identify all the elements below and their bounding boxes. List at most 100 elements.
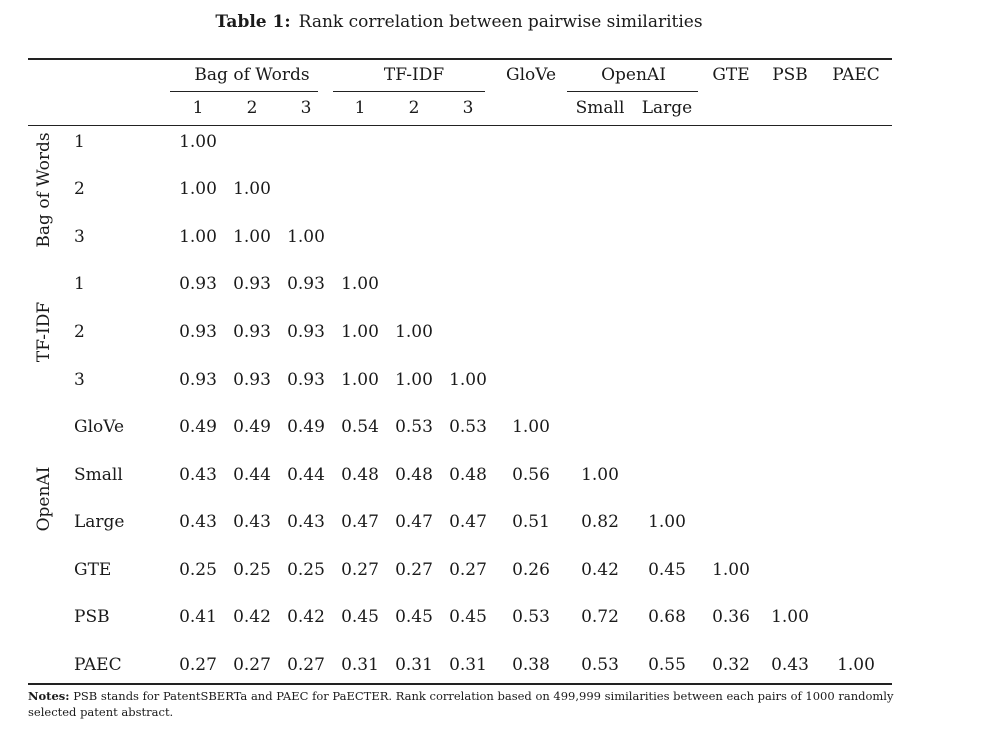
table-cell: 0.68 [648,607,686,627]
column-group-header: OpenAI [601,65,666,85]
table-cell: 0.41 [179,607,217,627]
table-cell: 0.27 [179,655,217,675]
table-cell: 0.49 [233,417,271,437]
table-cell: 0.49 [179,417,217,437]
table-cell: 0.48 [341,465,379,485]
column-group-header: TF-IDF [383,65,445,85]
table-cell: 0.93 [179,322,217,342]
table-cell: 0.25 [179,560,217,580]
column-subheader: 2 [408,98,420,118]
table-cell: 1.00 [395,370,433,390]
table-cell: 0.31 [341,655,379,675]
table-cell: 0.45 [648,560,686,580]
table-cell: 0.47 [341,512,379,532]
row-label: 3 [74,227,85,247]
table-cell: 0.42 [287,607,325,627]
row-label: 1 [74,274,85,294]
table-cell: 0.93 [233,274,271,294]
table-cell: 0.42 [233,607,271,627]
table-cell: 0.93 [179,370,217,390]
table-cell: 0.38 [512,655,550,675]
table-cell: 0.27 [233,655,271,675]
table-cell: 0.42 [581,560,619,580]
row-label: Large [74,512,125,532]
table-cell: 1.00 [395,322,433,342]
table-cell: 0.53 [449,417,487,437]
table-cell: 0.27 [341,560,379,580]
column-group-underline [333,91,485,92]
row-group-header: Bag of Words [34,131,54,248]
row-label: GloVe [74,417,125,437]
table-cell: 0.93 [287,370,325,390]
table-cell: 0.32 [712,655,750,675]
table-cell: 0.44 [233,465,271,485]
table-cell: 0.53 [395,417,433,437]
column-group-underline [170,91,318,92]
column-group-header: Bag of Words [194,65,310,85]
table-cell: 0.31 [449,655,487,675]
table-cell: 0.48 [395,465,433,485]
table-cell: 0.43 [233,512,271,532]
table-cell: 0.93 [233,322,271,342]
column-group-header: PSB [772,65,808,85]
table-cell: 0.93 [179,274,217,294]
notes-label: Notes: [28,689,70,703]
row-label: Small [74,465,123,485]
table-cell: 0.93 [233,370,271,390]
table-cell: 0.25 [287,560,325,580]
table-cell: 0.27 [449,560,487,580]
table-cell: 0.53 [581,655,619,675]
table-cell: 1.00 [233,227,271,247]
row-label: 2 [74,179,85,199]
table-cell: 0.44 [287,465,325,485]
notes-text: PSB stands for PatentSBERTa and PAEC for… [28,689,894,719]
table-cell: 1.00 [179,227,217,247]
table-cell: 1.00 [179,179,217,199]
table-cell: 0.47 [395,512,433,532]
table-cell: 0.56 [512,465,550,485]
row-label: 2 [74,322,85,342]
table-cell: 1.00 [449,370,487,390]
column-subheader: 1 [354,98,366,118]
column-group-header: PAEC [832,65,880,85]
column-subheader: 2 [246,98,258,118]
table-cell: 0.43 [179,512,217,532]
table-caption-label: Table 1: [215,12,291,32]
table-cell: 0.45 [395,607,433,627]
table-cell: 1.00 [648,512,686,532]
table-cell: 1.00 [512,417,550,437]
header-rule [28,125,892,126]
table-cell: 1.00 [771,607,809,627]
top-rule [28,58,892,60]
table-cell: 1.00 [341,274,379,294]
table-cell: 0.43 [287,512,325,532]
row-label: 3 [74,370,85,390]
table-cell: 0.49 [287,417,325,437]
table-cell: 0.26 [512,560,550,580]
row-label: PSB [74,607,110,627]
table-cell: 0.72 [581,607,619,627]
bottom-rule [28,683,892,685]
column-group-header: GloVe [505,65,557,85]
column-subheader: 1 [192,98,204,118]
table-cell: 1.00 [341,370,379,390]
table-cell: 0.53 [512,607,550,627]
row-label: PAEC [74,655,122,675]
table-cell: 1.00 [341,322,379,342]
table-cell: 0.51 [512,512,550,532]
table-cell: 1.00 [581,465,619,485]
table-cell: 1.00 [287,227,325,247]
table-cell: 0.43 [179,465,217,485]
column-subheader: 3 [300,98,312,118]
table-cell: 0.31 [395,655,433,675]
column-subheader: Small [575,98,625,118]
row-group-header: OpenAI [34,466,54,531]
column-group-header: GTE [712,65,750,85]
table-cell: 0.27 [395,560,433,580]
table-cell: 0.55 [648,655,686,675]
table-cell: 0.47 [449,512,487,532]
table-caption: Table 1: Rank correlation between pairwis… [0,12,918,32]
table-cell: 0.93 [287,322,325,342]
table-cell: 0.43 [771,655,809,675]
table-cell: 1.00 [712,560,750,580]
